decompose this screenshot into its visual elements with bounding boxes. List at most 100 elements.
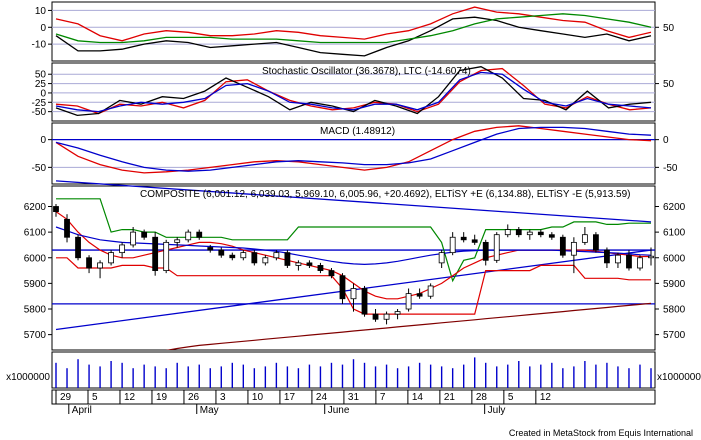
candle-body <box>626 254 632 269</box>
candle <box>240 250 247 261</box>
candle-body <box>604 249 610 264</box>
candle-body <box>427 285 434 297</box>
candle <box>548 232 555 240</box>
candle <box>493 232 500 263</box>
panel-title: MACD (1.48912) <box>320 126 395 137</box>
y-tick-label-left: 6100 <box>24 228 47 239</box>
candle-body <box>482 241 489 261</box>
day-label: 5 <box>508 392 514 403</box>
volume-unit-right: x1000000 <box>657 372 701 383</box>
y-tick-label-right: 50 <box>663 79 675 90</box>
candle <box>185 229 192 243</box>
time-axis: 29 5 12 19 26 3 10 17 24 31 7 14 21 28 5 12 April May June… <box>51 389 656 416</box>
candle <box>361 285 368 317</box>
candle <box>449 232 456 256</box>
y-tick-label-left: -50 <box>32 163 47 174</box>
y-tick-label-left: -10 <box>32 40 47 51</box>
candle <box>604 247 610 268</box>
candle <box>339 273 346 304</box>
candle <box>273 250 280 261</box>
day-label: 12 <box>540 392 552 403</box>
y-tick-label-right: 6100 <box>663 228 686 239</box>
candle <box>306 260 313 268</box>
trendline-1 <box>55 180 652 223</box>
candle-body <box>361 288 368 315</box>
candle-body <box>86 257 92 269</box>
panel-title: Stochastic Oscillator (36.3678), LTC (-1… <box>262 66 471 77</box>
candle-body <box>570 241 577 256</box>
candle-body <box>108 252 114 264</box>
candle <box>394 309 401 320</box>
y-tick-label-left: 0 <box>40 88 46 99</box>
y-tick-label-left: 5900 <box>24 279 47 290</box>
y-tick-label-left: -25 <box>32 98 47 109</box>
y-tick-label-right: 50 <box>663 23 675 34</box>
candle-body <box>317 265 324 271</box>
candle-body <box>515 229 522 236</box>
y-tick-label-right: 5800 <box>663 305 686 316</box>
day-label: 10 <box>252 392 264 403</box>
candle <box>593 232 599 253</box>
candle-body <box>504 229 511 236</box>
candle <box>207 244 214 253</box>
y-tick-label-right: 6000 <box>663 253 686 264</box>
y-tick-label-left: 0 <box>40 23 46 34</box>
day-label: 31 <box>348 392 360 403</box>
y-tick-label-left: 50 <box>35 70 47 81</box>
month-label: June <box>328 405 350 416</box>
candle <box>471 234 478 245</box>
y-tick-label-right: 0 <box>663 135 669 146</box>
month-label: July <box>488 405 506 416</box>
candle-body <box>405 293 412 310</box>
y-tick-label-left: 6000 <box>24 253 47 264</box>
macd-series-1 <box>55 126 652 172</box>
composite-line-0 <box>56 198 651 283</box>
candle <box>648 247 654 266</box>
candle <box>559 234 566 258</box>
candle <box>416 288 423 299</box>
candle-body <box>648 255 654 259</box>
month-label: May <box>200 405 219 416</box>
candle <box>328 268 335 279</box>
candle-body <box>559 236 566 256</box>
candle <box>174 237 181 248</box>
candle-body <box>537 231 544 236</box>
candle-body <box>383 313 390 320</box>
candle-body <box>174 239 181 243</box>
y-tick-label-left: 25 <box>35 79 47 90</box>
candle-body <box>207 247 214 251</box>
candle-body <box>328 270 335 277</box>
candle-body <box>637 257 643 269</box>
top-osc-series-2 <box>55 13 652 44</box>
candle <box>295 260 302 271</box>
candle <box>75 234 81 261</box>
candle-body <box>64 218 70 238</box>
candle-body <box>185 231 192 241</box>
day-label: 12 <box>124 392 136 403</box>
panel-frame-0 <box>51 1 656 62</box>
top-osc-series-1 <box>55 16 652 57</box>
candle-body <box>262 257 269 264</box>
candle <box>251 250 258 266</box>
candle <box>372 309 379 322</box>
candle <box>97 260 103 279</box>
candle-body <box>130 231 137 246</box>
candle-body <box>548 234 555 238</box>
day-label: 21 <box>444 392 456 403</box>
candle-body <box>97 262 103 269</box>
candle <box>482 239 489 266</box>
candle-body <box>394 311 401 315</box>
candle-body <box>273 252 280 259</box>
candle <box>64 214 70 243</box>
candle-body <box>141 231 148 238</box>
candle <box>108 250 114 266</box>
day-label: 19 <box>156 392 168 403</box>
day-label: 24 <box>316 392 328 403</box>
day-label: 7 <box>380 392 386 403</box>
candle <box>53 203 59 217</box>
stoch-series-2 <box>55 71 652 113</box>
candle-body <box>416 293 423 297</box>
candle <box>229 252 236 261</box>
